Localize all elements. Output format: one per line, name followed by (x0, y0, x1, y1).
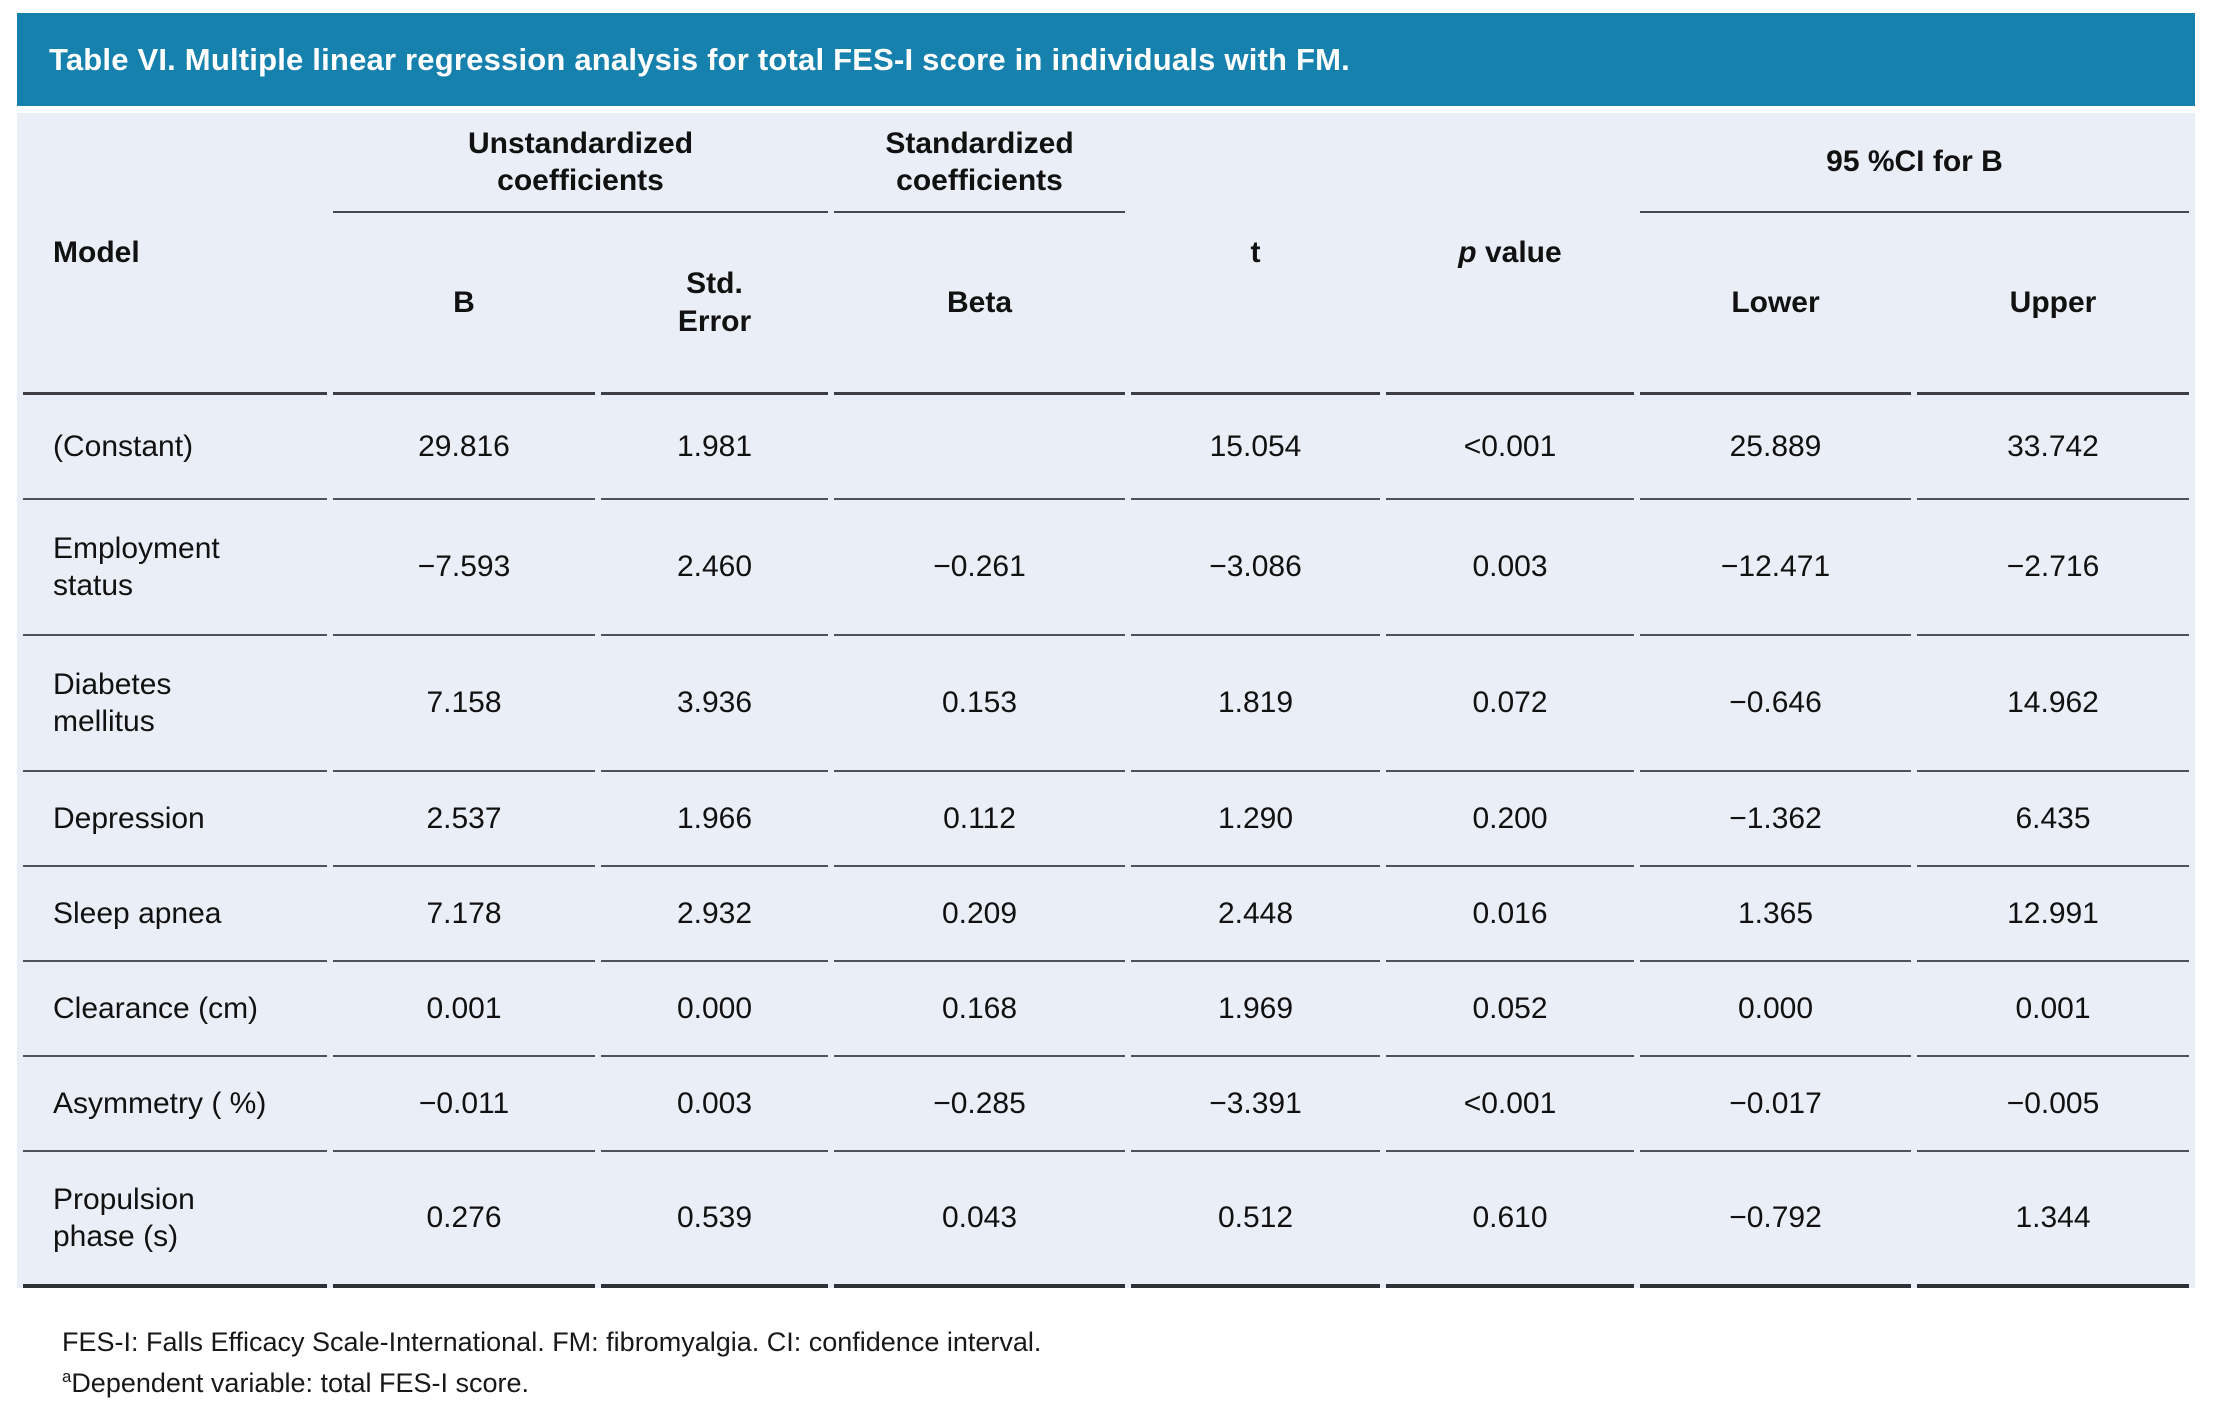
cell-model: Propulsion phase (s) (23, 1152, 327, 1288)
table-footnotes: FES-I: Falls Efficacy Scale-Internationa… (17, 1288, 2238, 1403)
footnote-dependent-variable: aDependent variable: total FES-I score. (62, 1363, 2238, 1403)
cell-p-value: 0.052 (1386, 962, 1634, 1057)
cell-p-value: 0.072 (1386, 636, 1634, 772)
header-row-spanners: Model Unstandardized coefficients Standa… (23, 113, 2189, 213)
column-header-lower: Lower (1640, 213, 1911, 395)
cell-beta: −0.261 (834, 500, 1125, 636)
header-row-subcolumns: B Std. Error Beta Lower Upper (23, 213, 2189, 395)
cell-upper: −2.716 (1917, 500, 2189, 636)
cell-upper: 14.962 (1917, 636, 2189, 772)
column-header-beta: Beta (834, 213, 1125, 395)
footnote-superscript-a: a (62, 1367, 71, 1386)
cell-t: 15.054 (1131, 395, 1380, 500)
column-header-b: B (333, 213, 595, 395)
p-value-italic-p: p (1458, 236, 1476, 269)
column-header-p-value: p value (1386, 113, 1634, 395)
cell-t: 0.512 (1131, 1152, 1380, 1288)
regression-table: Model Unstandardized coefficients Standa… (17, 113, 2195, 1288)
footnote-dependent-variable-text: Dependent variable: total FES-I score. (71, 1368, 529, 1398)
cell-t: 1.290 (1131, 772, 1380, 867)
cell-lower: −1.362 (1640, 772, 1911, 867)
cell-std-error: 0.000 (601, 962, 828, 1057)
cell-p-value: <0.001 (1386, 395, 1634, 500)
cell-lower: −0.792 (1640, 1152, 1911, 1288)
cell-b: −7.593 (333, 500, 595, 636)
cell-b: 7.178 (333, 867, 595, 962)
cell-std-error: 2.932 (601, 867, 828, 962)
cell-b: 2.537 (333, 772, 595, 867)
cell-upper: −0.005 (1917, 1057, 2189, 1152)
cell-p-value: <0.001 (1386, 1057, 1634, 1152)
cell-model: (Constant) (23, 395, 327, 500)
table-row-employment-status: Employment status −7.593 2.460 −0.261 −3… (23, 500, 2189, 636)
cell-beta: −0.285 (834, 1057, 1125, 1152)
cell-lower: 0.000 (1640, 962, 1911, 1057)
cell-lower: 25.889 (1640, 395, 1911, 500)
cell-beta: 0.043 (834, 1152, 1125, 1288)
cell-std-error: 0.003 (601, 1057, 828, 1152)
cell-model: Employment status (23, 500, 327, 636)
cell-beta (834, 395, 1125, 500)
cell-upper: 12.991 (1917, 867, 2189, 962)
cell-upper: 6.435 (1917, 772, 2189, 867)
cell-lower: −0.646 (1640, 636, 1911, 772)
column-header-model: Model (23, 113, 327, 395)
cell-model: Depression (23, 772, 327, 867)
table-body: (Constant) 29.816 1.981 15.054 <0.001 25… (23, 395, 2189, 1288)
p-value-rest: value (1477, 236, 1562, 269)
cell-model: Sleep apnea (23, 867, 327, 962)
cell-b: 0.001 (333, 962, 595, 1057)
cell-t: 2.448 (1131, 867, 1380, 962)
cell-model: Diabetes mellitus (23, 636, 327, 772)
cell-beta: 0.153 (834, 636, 1125, 772)
footnote-abbreviations: FES-I: Falls Efficacy Scale-Internationa… (62, 1322, 2238, 1363)
cell-lower: −12.471 (1640, 500, 1911, 636)
table-title-bar: Table VI. Multiple linear regression ana… (17, 13, 2195, 106)
cell-p-value: 0.610 (1386, 1152, 1634, 1288)
cell-beta: 0.112 (834, 772, 1125, 867)
cell-t: 1.819 (1131, 636, 1380, 772)
cell-model: Clearance (cm) (23, 962, 327, 1057)
cell-t: −3.086 (1131, 500, 1380, 636)
column-header-standardized-coefficients: Standardized coefficients (834, 113, 1125, 213)
cell-b: −0.011 (333, 1057, 595, 1152)
table-title: Table VI. Multiple linear regression ana… (17, 42, 1350, 78)
cell-upper: 33.742 (1917, 395, 2189, 500)
cell-std-error: 2.460 (601, 500, 828, 636)
cell-b: 29.816 (333, 395, 595, 500)
cell-b: 0.276 (333, 1152, 595, 1288)
column-header-95ci-for-b: 95 %CI for B (1640, 113, 2189, 213)
column-header-t: t (1131, 113, 1380, 395)
table-header: Model Unstandardized coefficients Standa… (23, 113, 2189, 395)
column-header-upper: Upper (1917, 213, 2189, 395)
table-row-diabetes-mellitus: Diabetes mellitus 7.158 3.936 0.153 1.81… (23, 636, 2189, 772)
table-row-depression: Depression 2.537 1.966 0.112 1.290 0.200… (23, 772, 2189, 867)
table-row-constant: (Constant) 29.816 1.981 15.054 <0.001 25… (23, 395, 2189, 500)
table-row-asymmetry: Asymmetry ( %) −0.011 0.003 −0.285 −3.39… (23, 1057, 2189, 1152)
cell-p-value: 0.200 (1386, 772, 1634, 867)
column-header-std-error: Std. Error (601, 213, 828, 395)
table-row-sleep-apnea: Sleep apnea 7.178 2.932 0.209 2.448 0.01… (23, 867, 2189, 962)
cell-p-value: 0.003 (1386, 500, 1634, 636)
cell-t: 1.969 (1131, 962, 1380, 1057)
cell-lower: 1.365 (1640, 867, 1911, 962)
table-row-clearance: Clearance (cm) 0.001 0.000 0.168 1.969 0… (23, 962, 2189, 1057)
table-row-propulsion-phase: Propulsion phase (s) 0.276 0.539 0.043 0… (23, 1152, 2189, 1288)
cell-t: −3.391 (1131, 1057, 1380, 1152)
cell-std-error: 3.936 (601, 636, 828, 772)
cell-model: Asymmetry ( %) (23, 1057, 327, 1152)
column-header-unstandardized-coefficients: Unstandardized coefficients (333, 113, 828, 213)
cell-beta: 0.209 (834, 867, 1125, 962)
cell-lower: −0.017 (1640, 1057, 1911, 1152)
cell-p-value: 0.016 (1386, 867, 1634, 962)
cell-b: 7.158 (333, 636, 595, 772)
cell-std-error: 1.981 (601, 395, 828, 500)
cell-std-error: 0.539 (601, 1152, 828, 1288)
cell-std-error: 1.966 (601, 772, 828, 867)
cell-beta: 0.168 (834, 962, 1125, 1057)
cell-upper: 0.001 (1917, 962, 2189, 1057)
cell-upper: 1.344 (1917, 1152, 2189, 1288)
